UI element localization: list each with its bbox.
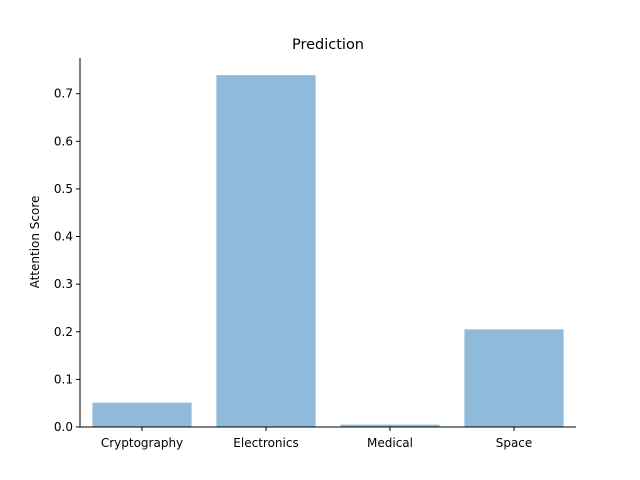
y-tick-label: 0.3 (54, 277, 73, 291)
y-axis-ticks: 0.0 0.1 0.2 0.3 0.4 0.5 0.6 0.7 (54, 87, 80, 434)
y-tick-label: 0.7 (54, 87, 73, 101)
x-tick-label: Space (496, 436, 533, 450)
y-tick-label: 0.5 (54, 182, 73, 196)
x-tick-label: Cryptography (101, 436, 183, 450)
y-axis-label: Attention Score (28, 196, 42, 289)
bar-medical (340, 424, 440, 427)
y-tick-label: 0.1 (54, 372, 73, 386)
y-tick-label: 0.6 (54, 134, 73, 148)
bar-electronics (216, 75, 316, 427)
x-axis-ticks: Cryptography Electronics Medical Space (101, 427, 532, 450)
x-tick-label: Medical (367, 436, 413, 450)
bar-cryptography (92, 402, 192, 427)
x-tick-label: Electronics (233, 436, 298, 450)
y-tick-label: 0.4 (54, 230, 73, 244)
y-tick-label: 0.2 (54, 325, 73, 339)
chart-title: Prediction (292, 37, 364, 53)
bars-group (92, 75, 564, 427)
bar-space (464, 329, 564, 427)
y-tick-label: 0.0 (54, 420, 73, 434)
